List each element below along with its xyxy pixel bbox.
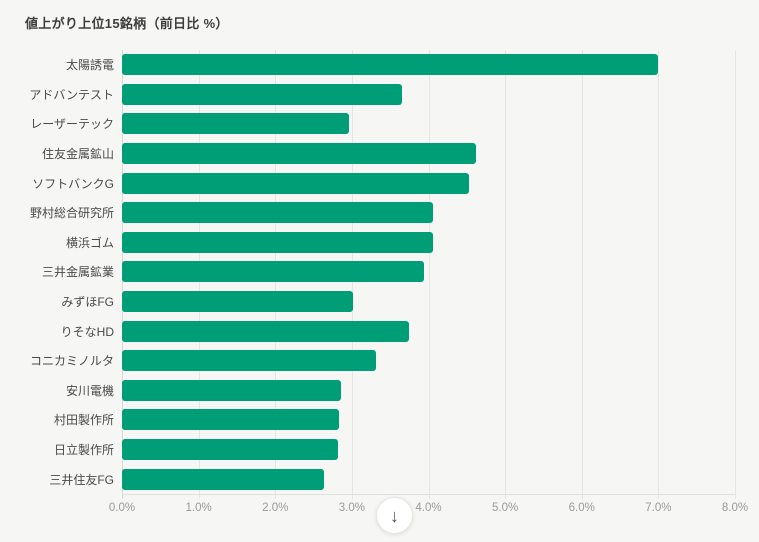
bar — [122, 379, 342, 401]
bar — [122, 54, 659, 76]
bar — [122, 261, 424, 283]
chart-title: 値上がり上位15銘柄（前日比 %） — [25, 16, 229, 31]
category-label: 横浜ゴム — [65, 235, 114, 250]
arrow-down-icon: ↓ — [390, 505, 399, 526]
table-row: 野村総合研究所 — [0, 198, 735, 228]
bar-rows: 太陽誘電アドバンテスト レーザーテック住友金属鉱山ソフトバンクG 野村総合研究所横浜… — [0, 50, 735, 494]
table-row: 三井金属鉱業 — [0, 257, 735, 287]
category-label: 太陽誘電 — [65, 58, 114, 73]
bar-track — [122, 468, 735, 490]
bar-track — [122, 54, 735, 76]
bar-track — [122, 143, 735, 165]
bar-chart: 太陽誘電アドバンテスト レーザーテック住友金属鉱山ソフトバンクG 野村総合研究所横浜… — [0, 50, 748, 514]
bar-track — [122, 261, 735, 283]
category-label: 住友金属鉱山 — [41, 147, 114, 162]
category-label: レーザーテック — [30, 117, 114, 132]
category-label: 村田製作所 — [53, 413, 114, 428]
x-tick-label: 0.0% — [108, 502, 136, 514]
bar-track — [122, 231, 735, 253]
bar-track — [122, 409, 735, 431]
table-row: 横浜ゴム — [0, 228, 735, 258]
table-row: アドバンテスト — [0, 80, 735, 110]
gridline — [505, 50, 507, 499]
gridline — [735, 50, 736, 499]
bar-track — [122, 83, 735, 105]
table-row: コニカミノルタ — [0, 346, 735, 376]
bar — [122, 291, 354, 313]
bar-track — [122, 379, 735, 401]
category-label: 野村総合研究所 — [29, 206, 114, 221]
bar — [122, 320, 410, 342]
category-label: 三井住友FG — [49, 472, 114, 487]
table-row: 三井住友FG — [0, 464, 735, 494]
bar-track — [122, 172, 735, 194]
category-label: 日立製作所 — [53, 443, 114, 458]
table-row: 住友金属鉱山 — [0, 139, 735, 169]
table-row: りそなHD — [0, 316, 735, 346]
category-label: ソフトバンクG — [32, 176, 114, 191]
category-label: 安川電機 — [65, 383, 114, 398]
x-axis-tick-labels: 0.0% 1.0% 2.0% 3.0% 4.0% 5.0% 6.0% 7.0% 8.0% — [109, 502, 748, 518]
bar — [122, 113, 349, 135]
bar — [122, 350, 376, 372]
bar — [122, 439, 339, 461]
x-axis-line — [122, 494, 735, 495]
category-label: 三井金属鉱業 — [41, 265, 114, 280]
bar — [122, 409, 339, 431]
bar — [122, 172, 470, 194]
bar-track — [122, 291, 735, 313]
bar — [122, 468, 325, 490]
table-row: 日立製作所 — [0, 435, 735, 465]
x-tick-label: 8.0% — [721, 502, 749, 514]
bar-track — [122, 113, 735, 135]
x-tick-label: 4.0% — [415, 502, 442, 514]
category-label: コニカミノルタ — [29, 354, 114, 369]
table-row: レーザーテック — [0, 109, 735, 139]
bar — [122, 143, 476, 165]
table-row: 村田製作所 — [0, 405, 735, 435]
bar-track — [122, 439, 735, 461]
x-tick-label: 5.0% — [492, 502, 519, 514]
table-row: 太陽誘電 — [0, 50, 735, 80]
bar-track — [122, 202, 735, 224]
table-row: 安川電機 — [0, 376, 735, 406]
x-tick-label: 6.0% — [568, 502, 595, 514]
table-row: みずほFG — [0, 287, 735, 317]
scroll-down-button[interactable]: ↓ — [376, 497, 413, 534]
gridline — [581, 50, 583, 499]
x-tick-label: 7.0% — [645, 502, 672, 514]
x-tick-label: 1.0% — [185, 502, 212, 514]
bar-track — [122, 350, 735, 372]
category-label: りそなHD — [60, 324, 114, 339]
gridline — [658, 50, 660, 499]
table-row: ソフトバンクG — [0, 168, 735, 198]
category-label: みずほFG — [61, 295, 114, 310]
gridline — [428, 50, 430, 499]
bar — [122, 83, 403, 105]
bar-track — [122, 320, 735, 342]
x-tick-label: 3.0% — [338, 502, 365, 514]
bar — [122, 231, 434, 253]
x-tick-label: 2.0% — [262, 502, 289, 514]
bar — [122, 202, 434, 224]
category-label: アドバンテスト — [29, 87, 114, 102]
